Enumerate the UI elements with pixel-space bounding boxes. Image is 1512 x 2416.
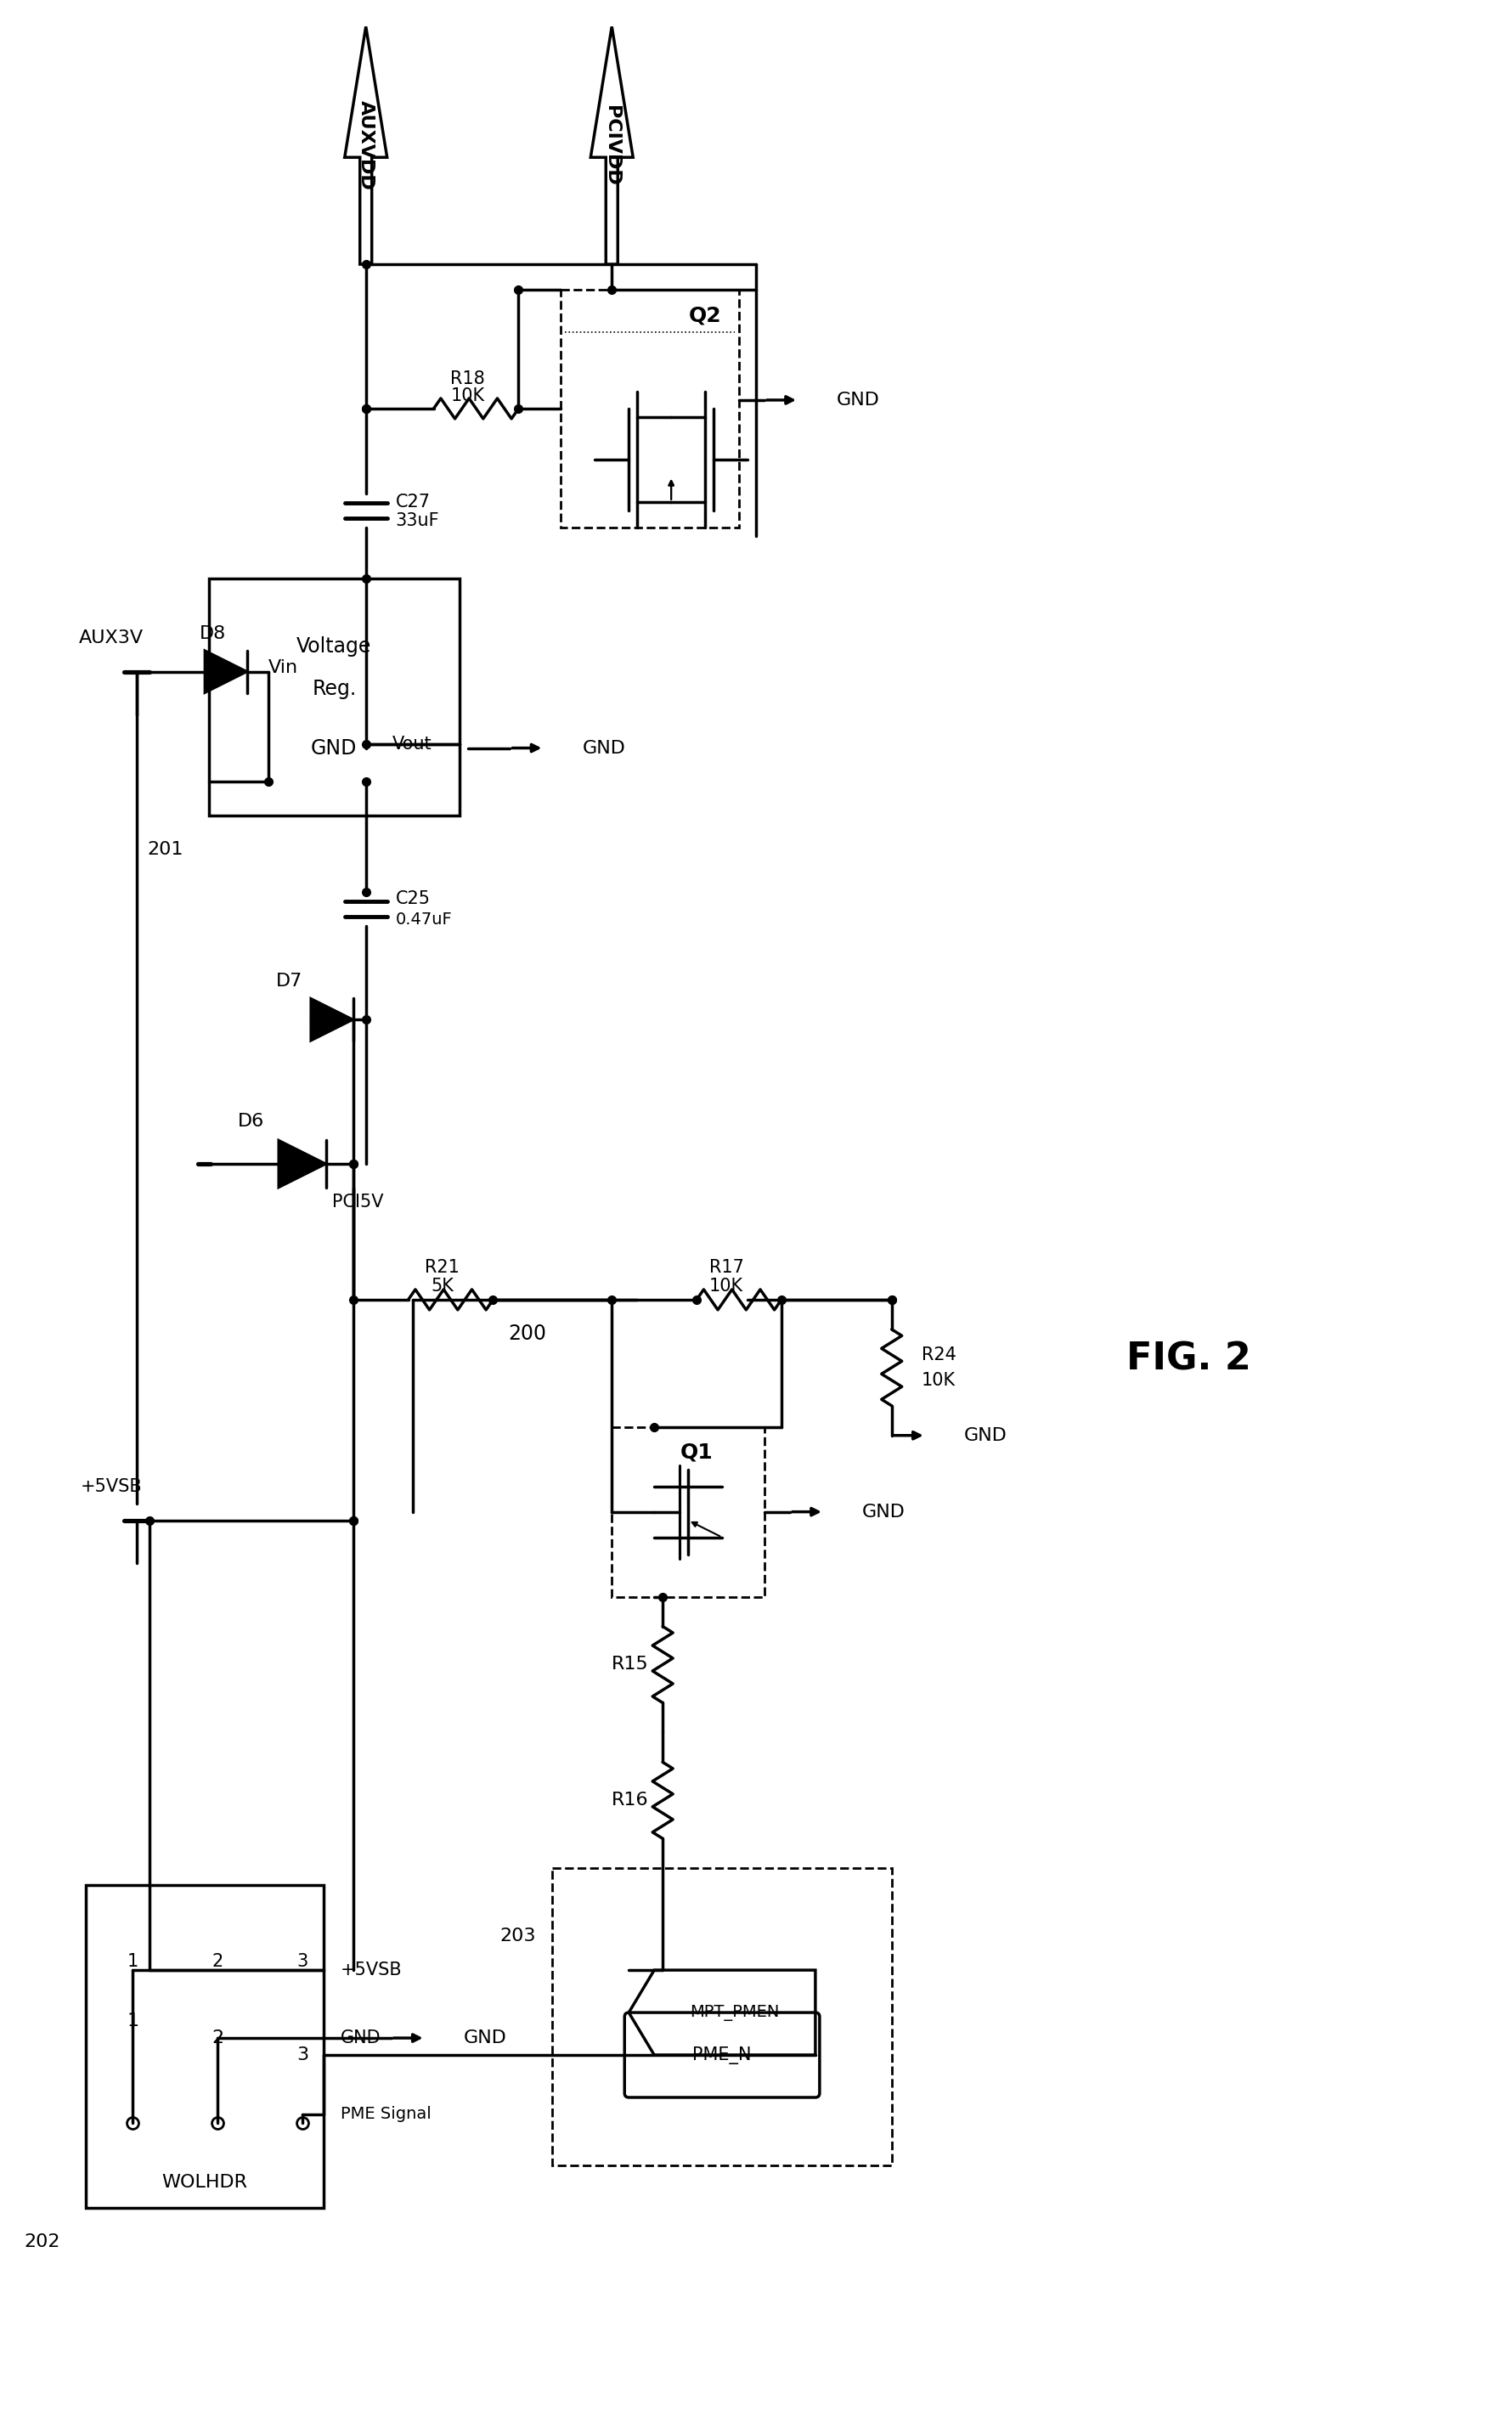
Text: 5K: 5K bbox=[431, 1278, 454, 1295]
Text: R18: R18 bbox=[451, 370, 485, 387]
Text: 201: 201 bbox=[147, 841, 183, 858]
Polygon shape bbox=[204, 650, 246, 693]
Text: GND: GND bbox=[836, 391, 880, 408]
Text: Vin: Vin bbox=[268, 660, 298, 676]
Text: +5VSB: +5VSB bbox=[80, 1479, 142, 1496]
Text: GND: GND bbox=[862, 1503, 904, 1520]
Text: PCIVDD: PCIVDD bbox=[603, 106, 620, 186]
Text: Q1: Q1 bbox=[680, 1442, 712, 1462]
Text: C27: C27 bbox=[395, 493, 429, 510]
Text: 2: 2 bbox=[212, 2029, 224, 2046]
Text: 1: 1 bbox=[127, 1952, 138, 1969]
Text: 10K: 10K bbox=[921, 1372, 956, 1389]
Text: GND: GND bbox=[582, 739, 624, 756]
Text: GND: GND bbox=[311, 737, 357, 759]
Text: 3: 3 bbox=[296, 1952, 308, 1969]
Text: 10K: 10K bbox=[709, 1278, 742, 1295]
Text: C25: C25 bbox=[395, 892, 429, 908]
Text: R16: R16 bbox=[611, 1793, 649, 1810]
Text: 2: 2 bbox=[212, 1952, 222, 1969]
Text: 203: 203 bbox=[499, 1928, 535, 1945]
Text: R21: R21 bbox=[425, 1259, 460, 1276]
Text: 33uF: 33uF bbox=[395, 512, 438, 529]
Text: GND: GND bbox=[963, 1428, 1007, 1445]
Text: 3: 3 bbox=[296, 2046, 308, 2063]
Polygon shape bbox=[310, 998, 352, 1041]
Text: GND: GND bbox=[340, 2029, 381, 2046]
Bar bbox=[611, 1428, 764, 1597]
Bar bbox=[552, 1868, 891, 2165]
Text: R17: R17 bbox=[709, 1259, 744, 1276]
Text: WOLHDR: WOLHDR bbox=[162, 2174, 248, 2191]
Text: Q2: Q2 bbox=[688, 304, 721, 326]
Text: GND: GND bbox=[463, 2029, 507, 2046]
Text: D8: D8 bbox=[200, 626, 227, 643]
Text: Reg.: Reg. bbox=[311, 679, 355, 698]
Text: 1: 1 bbox=[127, 2013, 139, 2029]
Text: 202: 202 bbox=[24, 2232, 60, 2249]
Text: PCI5V: PCI5V bbox=[331, 1194, 383, 1210]
Text: R24: R24 bbox=[921, 1346, 956, 1363]
Text: 0.47uF: 0.47uF bbox=[395, 911, 452, 928]
Polygon shape bbox=[278, 1140, 325, 1189]
Text: D6: D6 bbox=[237, 1114, 265, 1131]
Text: Vout: Vout bbox=[393, 734, 432, 751]
Text: D7: D7 bbox=[277, 974, 302, 991]
Text: +5VSB: +5VSB bbox=[340, 1962, 402, 1979]
Text: 10K: 10K bbox=[451, 387, 484, 403]
Text: R15: R15 bbox=[611, 1655, 649, 1674]
Bar bbox=[209, 577, 460, 817]
Bar bbox=[561, 290, 739, 527]
Text: FIG. 2: FIG. 2 bbox=[1125, 1341, 1250, 1377]
Text: 200: 200 bbox=[508, 1324, 546, 1343]
Text: MPT_PMEN: MPT_PMEN bbox=[689, 2005, 779, 2020]
Text: PME Signal: PME Signal bbox=[340, 2107, 431, 2124]
Text: AUXVDD: AUXVDD bbox=[357, 101, 373, 191]
Text: PME_N: PME_N bbox=[692, 2046, 751, 2063]
Text: Voltage: Voltage bbox=[296, 635, 372, 657]
Bar bbox=[86, 1884, 324, 2208]
Text: AUX3V: AUX3V bbox=[79, 628, 144, 645]
